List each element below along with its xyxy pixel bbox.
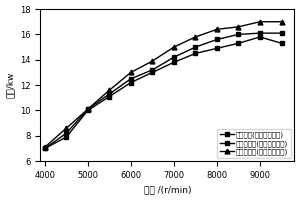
Y-axis label: 功率/kw: 功率/kw: [6, 72, 15, 98]
X-axis label: 转速 /(r/min): 转速 /(r/min): [144, 185, 191, 194]
Legend: 钢制气门(顶杆式发动机), 钛合金气门(顶杆式发动机), 钛合金气门(摇臂式发动机): 钢制气门(顶杆式发动机), 钛合金气门(顶杆式发动机), 钛合金气门(摇臂式发动…: [217, 129, 291, 158]
